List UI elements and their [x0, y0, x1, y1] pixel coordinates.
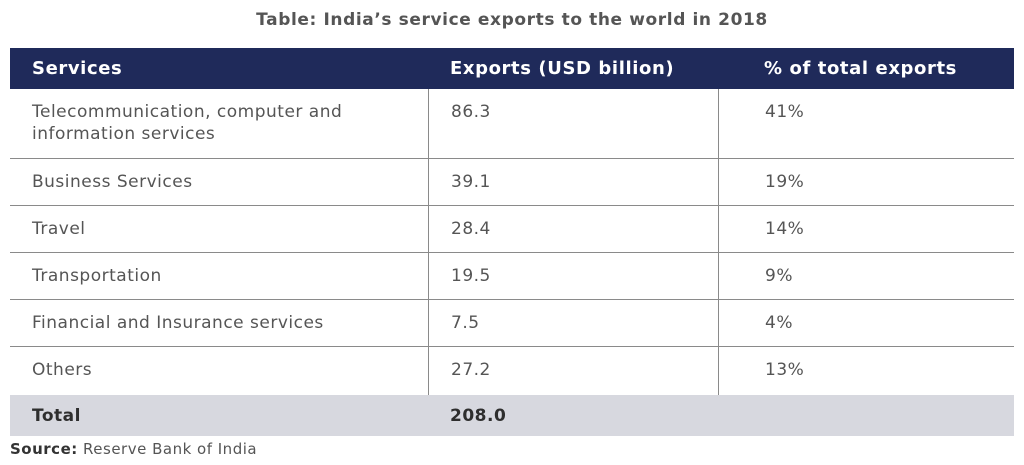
share-cell: 13% — [718, 347, 1014, 395]
table-row: Business Services 39.1 19% — [10, 159, 1014, 206]
service-cell: Travel — [32, 219, 86, 239]
source-text: Reserve Bank of India — [83, 440, 258, 458]
table-row: Travel 28.4 14% — [10, 206, 1014, 253]
service-cell: Others — [32, 360, 93, 380]
exports-cell: 39.1 — [428, 159, 718, 205]
service-cell: Business Services — [32, 172, 193, 192]
header-exports: Exports (USD billion) — [450, 58, 675, 79]
source-label: Source: — [10, 440, 78, 458]
share-cell: 14% — [718, 206, 1014, 252]
total-exports: 208.0 — [450, 405, 507, 426]
table-row: Transportation 19.5 9% — [10, 253, 1014, 300]
service-cell: Transportation — [32, 266, 162, 286]
exports-cell: 19.5 — [428, 253, 718, 299]
total-label: Total — [32, 405, 81, 426]
service-line-2: information services — [32, 124, 216, 144]
header-services: Services — [32, 58, 123, 79]
table-total-row: Total 208.0 — [10, 395, 1014, 436]
exports-cell: 7.5 — [428, 300, 718, 346]
share-cell: 9% — [718, 253, 1014, 299]
header-share: % of total exports — [764, 58, 957, 79]
share-cell: 19% — [718, 159, 1014, 205]
service-cell: Telecommunication, computer and informat… — [10, 89, 428, 158]
exports-cell: 27.2 — [428, 347, 718, 395]
table-row: Others 27.2 13% — [10, 347, 1014, 395]
source-note: Source: Reserve Bank of India — [10, 440, 257, 458]
share-cell: 41% — [718, 89, 1014, 158]
service-line-1: Telecommunication, computer and — [32, 102, 343, 122]
service-cell: Financial and Insurance services — [32, 313, 324, 333]
exports-cell: 86.3 — [428, 89, 718, 158]
exports-cell: 28.4 — [428, 206, 718, 252]
table-header-row: Services Exports (USD billion) % of tota… — [10, 48, 1014, 89]
share-cell: 4% — [718, 300, 1014, 346]
table-title: Table: India’s service exports to the wo… — [256, 10, 768, 30]
table-row: Financial and Insurance services 7.5 4% — [10, 300, 1014, 347]
exports-table: Services Exports (USD billion) % of tota… — [10, 48, 1014, 436]
table-row: Telecommunication, computer and informat… — [10, 89, 1014, 159]
